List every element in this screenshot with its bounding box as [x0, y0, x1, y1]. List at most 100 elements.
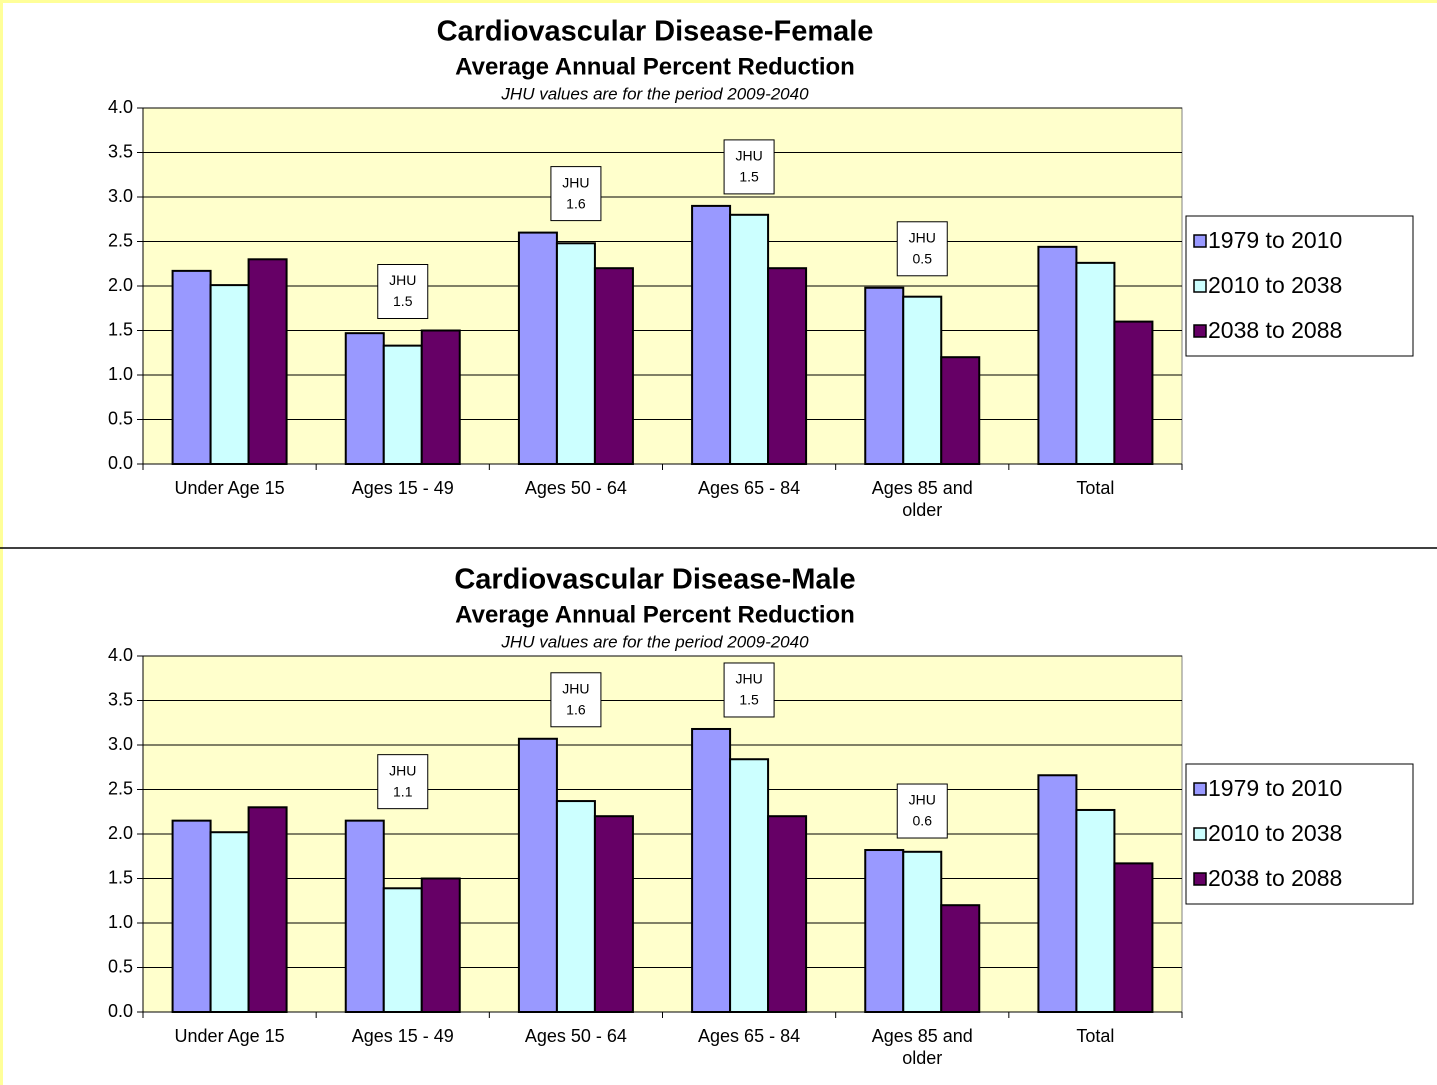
annotation-value: 1.6: [566, 195, 586, 211]
x-tick-label: Ages 50 - 64: [525, 1026, 627, 1046]
legend-swatch: [1193, 827, 1207, 841]
bar: [420, 877, 461, 1013]
bar: [420, 329, 461, 465]
y-tick-label: 3.5: [108, 141, 133, 161]
bar: [940, 356, 981, 466]
legend-swatch: [1193, 872, 1207, 886]
annotation-label: JHU: [389, 762, 416, 778]
bar: [864, 849, 905, 1014]
bar: [1075, 261, 1116, 465]
y-tick-label: 4.0: [108, 97, 133, 117]
y-tick-label: 2.5: [108, 230, 133, 250]
y-tick-label: 0.0: [108, 453, 133, 473]
y-tick-label: 1.5: [108, 867, 133, 887]
legend-swatch: [1193, 234, 1207, 248]
x-tick-label: Total: [1076, 1026, 1114, 1046]
bar: [209, 284, 250, 465]
bar: [864, 286, 905, 465]
legend-label: 1979 to 2010: [1208, 775, 1342, 801]
legend-label: 2010 to 2038: [1208, 272, 1342, 298]
x-tick-label: Ages 65 - 84: [698, 478, 800, 498]
x-tick-label: Ages 85 and older: [872, 478, 973, 520]
annotation-box: [896, 221, 948, 277]
annotation-value: 1.5: [739, 692, 759, 708]
annotation-value: 1.6: [566, 701, 586, 717]
y-tick-label: 2.5: [108, 778, 133, 798]
legend-swatch: [1193, 782, 1207, 796]
annotation-label: JHU: [909, 229, 936, 245]
annotation-box: [377, 754, 429, 810]
bar: [767, 267, 808, 466]
legend-label: 2010 to 2038: [1208, 820, 1342, 846]
y-tick-label: 3.5: [108, 689, 133, 709]
legend-label: 1979 to 2010: [1208, 227, 1342, 253]
legend-box: [1185, 763, 1414, 905]
bar: [940, 904, 981, 1014]
x-tick-label: Total: [1076, 478, 1114, 498]
y-tick-label: 0.5: [108, 408, 133, 428]
bar: [593, 815, 634, 1014]
annotation-label: JHU: [909, 792, 936, 808]
legend-swatch: [1193, 279, 1207, 293]
bar: [344, 332, 385, 466]
bar: [593, 267, 634, 466]
legend-label: 2038 to 2088: [1208, 317, 1342, 343]
bar: [1113, 862, 1154, 1013]
y-tick-label: 0.0: [108, 1001, 133, 1021]
chart-title: Cardiovascular Disease-Female: [437, 16, 874, 48]
bar: [691, 204, 732, 465]
y-tick-label: 2.0: [108, 823, 133, 843]
bar: [1037, 774, 1078, 1014]
y-tick-label: 1.5: [108, 319, 133, 339]
x-tick-label: Ages 65 - 84: [698, 1026, 800, 1046]
y-tick-label: 2.0: [108, 275, 133, 295]
annotation-value: 1.5: [739, 169, 759, 185]
annotation-box: [550, 672, 602, 728]
bar: [517, 231, 558, 465]
annotation-label: JHU: [735, 148, 762, 164]
x-tick-label: Ages 50 - 64: [525, 478, 627, 498]
y-tick-label: 3.0: [108, 734, 133, 754]
bar: [247, 806, 288, 1013]
annotation-label: JHU: [735, 671, 762, 687]
annotation-value: 1.1: [393, 783, 413, 799]
bar: [517, 737, 558, 1014]
bar: [767, 815, 808, 1014]
y-tick-label: 0.5: [108, 956, 133, 976]
annotation-box: [896, 783, 948, 839]
x-tick-label: Under Age 15: [175, 478, 285, 498]
bar: [1113, 320, 1154, 465]
x-tick-label: Ages 15 - 49: [352, 1026, 454, 1046]
left-edge: [0, 0, 3, 1085]
bar: [729, 758, 770, 1013]
chart-subtitle: Average Annual Percent Reduction: [455, 601, 855, 628]
y-tick-label: 1.0: [108, 364, 133, 384]
legend-label: 2038 to 2088: [1208, 865, 1342, 891]
annotation-value: 1.5: [393, 293, 413, 309]
annotation-label: JHU: [562, 680, 589, 696]
bar: [902, 295, 943, 465]
annotation-box: [377, 264, 429, 319]
annotation-box: [723, 662, 775, 718]
chart-title: Cardiovascular Disease-Male: [454, 564, 855, 596]
annotation-label: JHU: [389, 272, 416, 288]
bar: [555, 800, 596, 1013]
annotation-value: 0.6: [913, 813, 933, 829]
bar: [209, 831, 250, 1013]
annotation-box: [723, 139, 775, 195]
bar: [171, 269, 212, 465]
chart-note: JHU values are for the period 2009-2040: [500, 84, 809, 103]
bar: [382, 887, 423, 1013]
bar: [344, 819, 385, 1014]
bar: [382, 344, 423, 466]
top-edge: [0, 0, 1437, 3]
bar: [247, 258, 288, 465]
annotation-label: JHU: [562, 174, 589, 190]
y-tick-label: 1.0: [108, 912, 133, 932]
bar: [902, 850, 943, 1013]
y-tick-label: 4.0: [108, 645, 133, 665]
bar: [1037, 245, 1078, 465]
x-tick-label: Ages 85 and older: [872, 1026, 973, 1068]
y-tick-label: 3.0: [108, 186, 133, 206]
